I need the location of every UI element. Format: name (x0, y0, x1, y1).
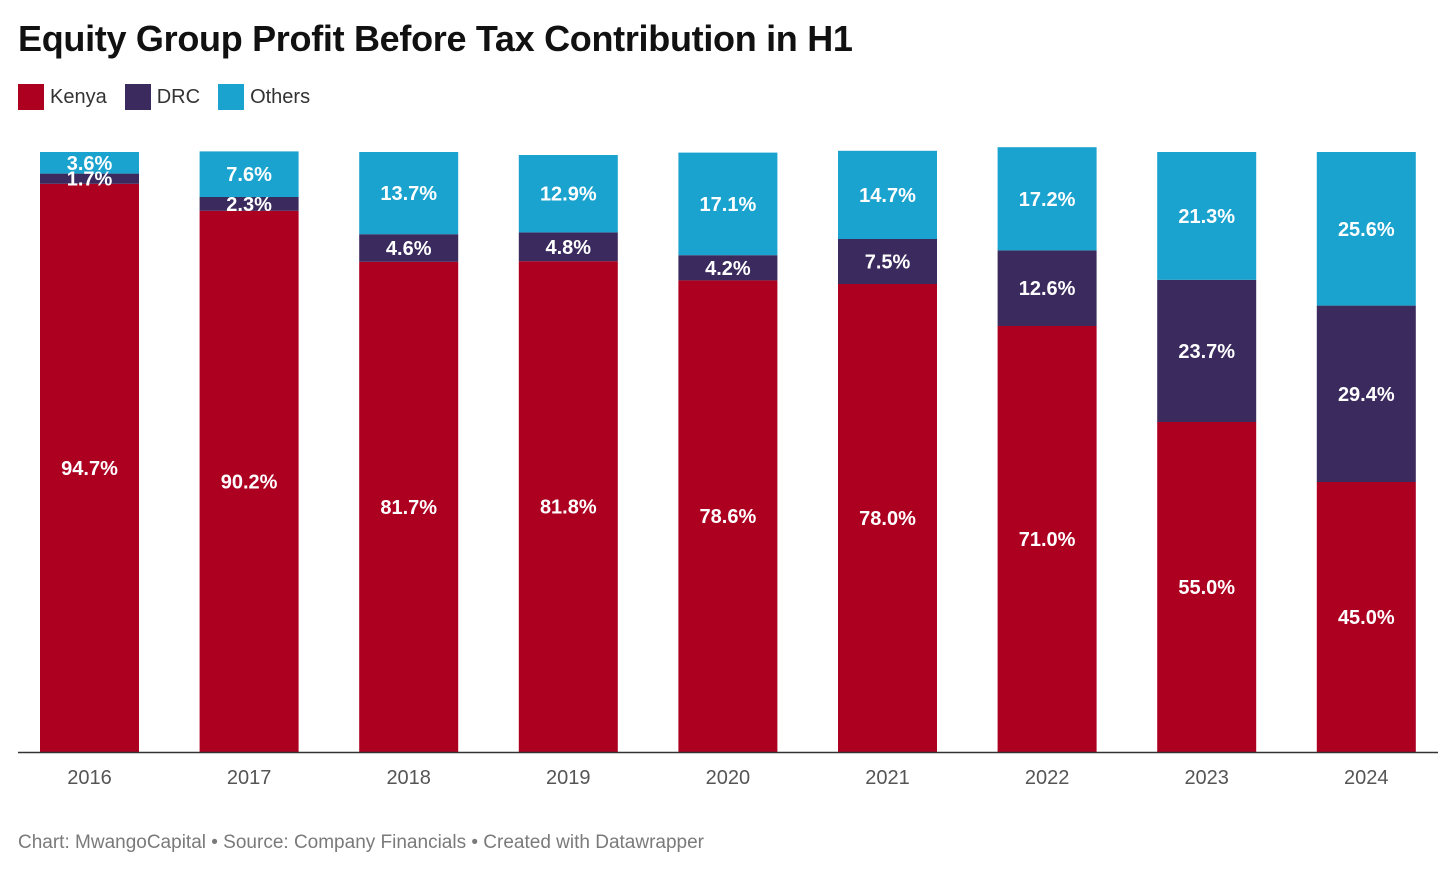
bar-segment-kenya-2020 (678, 280, 778, 752)
bar-segment-kenya-2017 (199, 210, 299, 753)
bar-segment-others-2020 (678, 152, 778, 256)
bar-segment-drc-2021 (838, 239, 937, 284)
bar-segment-others-2018 (359, 152, 459, 235)
x-tick-label-2016: 2016 (67, 767, 112, 789)
data-label-others-2022: 17.2% (1019, 189, 1076, 211)
legend-item-kenya: Kenya (18, 84, 107, 110)
data-label-kenya-2017: 90.2% (221, 471, 278, 493)
data-label-kenya-2016: 94.7% (61, 458, 118, 480)
bar-segment-others-2021 (838, 150, 937, 239)
bar-segment-kenya-2021 (838, 284, 937, 752)
bar-segment-drc-2020 (678, 255, 778, 281)
data-label-drc-2018: 4.6% (386, 238, 432, 260)
legend-label-drc: DRC (156, 85, 201, 108)
x-tick-label-2018: 2018 (386, 767, 431, 789)
legend-swatch-drc (124, 84, 151, 110)
bar-segment-drc-2022 (997, 250, 1097, 326)
bar-segment-others-2019 (518, 155, 618, 233)
data-label-kenya-2021: 78.0% (859, 508, 916, 530)
legend: Kenya DRC Others (18, 84, 328, 110)
bar-segment-kenya-2019 (518, 261, 618, 752)
legend-item-others: Others (218, 84, 310, 110)
bar-segment-drc-2024 (1316, 305, 1416, 482)
data-label-drc-2020: 4.2% (705, 258, 751, 280)
data-label-others-2016: 3.6% (67, 153, 113, 175)
legend-swatch-kenya (18, 84, 44, 110)
data-label-drc-2023: 23.7% (1178, 341, 1235, 363)
bar-segment-kenya-2022 (997, 326, 1097, 752)
data-label-others-2021: 14.7% (859, 185, 916, 207)
data-label-drc-2024: 29.4% (1338, 384, 1395, 406)
data-label-drc-2016: 1.7% (67, 169, 113, 191)
chart-footer: Chart: MwangoCapital • Source: Company F… (18, 832, 705, 853)
bar-segment-others-2016 (40, 152, 139, 174)
legend-label-others: Others (250, 85, 311, 108)
legend-swatch-others (218, 84, 245, 110)
data-label-kenya-2024: 45.0% (1338, 607, 1395, 629)
legend-item-drc: DRC (124, 84, 201, 110)
data-label-kenya-2018: 81.7% (380, 497, 437, 519)
data-label-kenya-2022: 71.0% (1019, 529, 1076, 551)
bar-segment-drc-2016 (40, 173, 139, 184)
data-label-kenya-2020: 78.6% (700, 506, 757, 528)
bar-segment-drc-2023 (1157, 279, 1257, 422)
bar-segment-drc-2018 (359, 234, 459, 262)
stacked-bar-chart: 94.7% 1.7%3.6% 2016 90.2% 2.3% 7.6% 2017 81.7% 4… (18, 147, 1438, 789)
bar-segment-kenya-2016 (40, 183, 139, 753)
x-tick-label-2019: 2019 (546, 767, 591, 789)
bar-segment-others-2024 (1316, 152, 1416, 306)
bar-segment-others-2017 (199, 151, 299, 197)
bar-segment-others-2022 (997, 147, 1097, 251)
x-tick-label-2020: 2020 (706, 767, 751, 789)
bar-segment-kenya-2024 (1316, 482, 1416, 752)
data-label-drc-2019: 4.8% (546, 237, 592, 259)
bar-segment-drc-2017 (199, 197, 299, 211)
x-tick-label-2023: 2023 (1184, 767, 1229, 789)
data-label-kenya-2023: 55.0% (1178, 577, 1235, 599)
data-label-others-2019: 12.9% (540, 184, 597, 206)
legend-label-kenya: Kenya (50, 85, 107, 108)
data-label-kenya-2019: 81.8% (540, 497, 597, 519)
data-label-others-2018: 13.7% (380, 183, 437, 205)
bar-segment-drc-2019 (518, 232, 618, 262)
data-label-others-2023: 21.3% (1178, 206, 1235, 228)
bar-segment-kenya-2018 (359, 261, 459, 752)
data-label-drc-2022: 12.6% (1019, 278, 1076, 300)
data-label-drc-2017: 2.3% (226, 194, 272, 216)
bar-segment-others-2023 (1157, 152, 1257, 280)
x-tick-label-2022: 2022 (1025, 767, 1070, 789)
bar-segment-kenya-2023 (1157, 422, 1257, 752)
data-label-others-2020: 17.1% (700, 194, 757, 216)
data-label-others-2017: 7.6% (226, 164, 272, 186)
x-tick-label-2024: 2024 (1344, 767, 1389, 789)
x-tick-label-2017: 2017 (227, 767, 272, 789)
x-tick-label-2021: 2021 (865, 767, 910, 789)
chart-title: Equity Group Profit Before Tax Contribut… (18, 18, 853, 59)
data-label-drc-2021: 7.5% (865, 252, 911, 274)
data-label-others-2024: 25.6% (1338, 219, 1395, 241)
